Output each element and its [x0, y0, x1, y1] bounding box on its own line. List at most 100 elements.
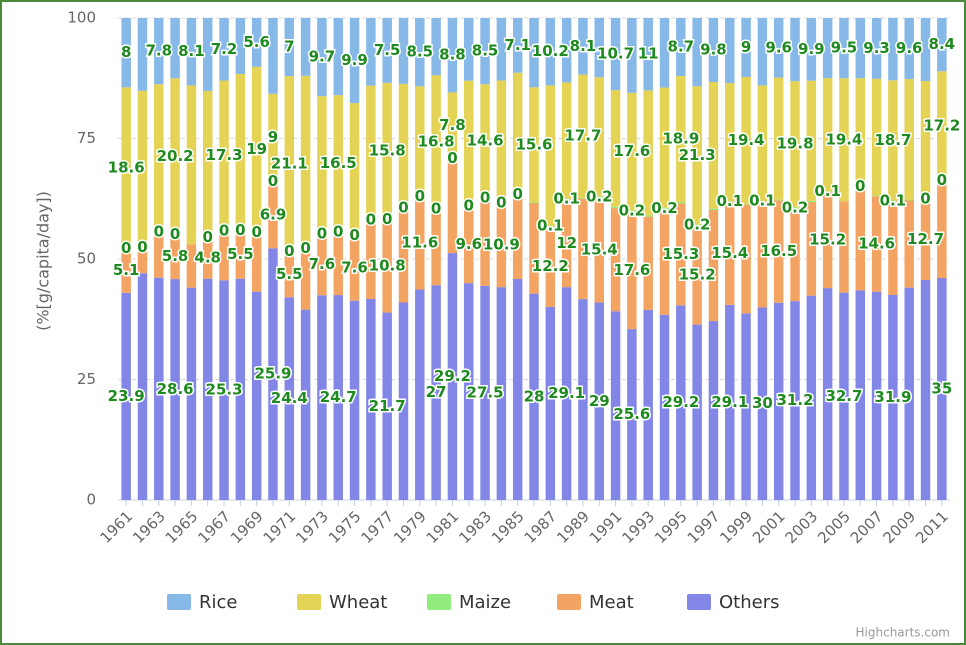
legend-label[interactable]: Rice	[199, 592, 237, 613]
bar-segment	[447, 18, 458, 93]
bar-segment	[366, 85, 376, 220]
bar-segment	[757, 201, 768, 308]
legend-swatch[interactable]	[557, 594, 581, 610]
data-label: 8.8	[439, 46, 466, 64]
bar-segment	[349, 103, 360, 236]
bar-segment	[904, 287, 914, 500]
bar-segment	[480, 285, 490, 500]
bar-segment	[643, 18, 653, 91]
data-label: 9.6	[765, 38, 792, 56]
data-label: 10.2	[532, 42, 569, 60]
legend-swatch[interactable]	[167, 594, 191, 610]
bar-segment	[170, 18, 180, 79]
data-label: 29.1	[711, 393, 748, 411]
bar-segment	[839, 292, 849, 500]
bar-segment	[317, 18, 327, 97]
bar-segment	[121, 87, 131, 249]
data-label: 0	[251, 223, 261, 241]
data-label: 9.9	[798, 40, 825, 58]
data-label: 32.7	[825, 387, 862, 405]
legend-swatch[interactable]	[297, 594, 321, 610]
bar-segment	[594, 196, 604, 198]
data-label: 9.6	[455, 235, 482, 253]
bar-segment	[871, 18, 882, 79]
bar-segment	[757, 85, 768, 201]
bar-segment	[300, 248, 311, 310]
bar-segment	[937, 278, 947, 500]
bar-segment	[708, 82, 719, 209]
bar-segment	[431, 18, 441, 76]
bar-segment	[317, 234, 327, 296]
bar-segment	[790, 207, 800, 209]
data-label: 5.8	[162, 247, 189, 265]
bar-segment	[300, 75, 311, 249]
bar-segment	[692, 324, 702, 500]
data-label: 0	[366, 210, 376, 228]
data-label: 0	[219, 221, 229, 239]
bar-segment	[251, 18, 262, 67]
data-label: 0.2	[586, 188, 613, 206]
data-label: 9.5	[831, 39, 858, 57]
bar-segment	[659, 314, 670, 500]
legend-label[interactable]: Wheat	[329, 592, 387, 613]
data-label: 0	[447, 149, 457, 167]
bar-segment	[822, 78, 833, 192]
bar-segment	[725, 201, 735, 202]
data-label: 35	[931, 380, 952, 398]
data-label: 0.1	[814, 182, 841, 200]
bar-segment	[806, 18, 817, 81]
bar-segment	[529, 87, 539, 203]
bar-segment	[480, 197, 490, 286]
bar-segment	[447, 253, 458, 500]
legend-label[interactable]: Others	[719, 592, 780, 613]
data-label: 29	[589, 392, 610, 410]
bar-segment	[464, 18, 474, 81]
bar-segment	[855, 78, 866, 187]
data-label: 9.3	[863, 39, 890, 57]
data-label: 7.1	[504, 36, 531, 54]
bar-segment	[415, 289, 425, 500]
bar-segment	[235, 278, 246, 500]
bar-segment	[561, 198, 572, 200]
legend-label[interactable]: Maize	[459, 592, 511, 613]
bar-segment	[692, 224, 702, 226]
x-tick-label: 1975	[325, 507, 365, 547]
data-label: 10.7	[597, 45, 634, 63]
bar-segment	[888, 80, 898, 201]
data-label: 0	[415, 187, 425, 205]
data-label: 19	[246, 140, 267, 158]
bar-segment	[578, 18, 588, 75]
bar-segment	[251, 232, 262, 292]
legend-swatch[interactable]	[687, 594, 711, 610]
data-label: 28	[524, 387, 545, 405]
data-label: 9.8	[700, 41, 727, 59]
credits[interactable]: Highcharts.com	[856, 626, 950, 640]
data-label: 5.5	[227, 245, 254, 263]
data-label: 5.5	[276, 265, 303, 283]
bar-segment	[888, 200, 898, 202]
bar-segment	[790, 301, 800, 500]
bar-segment	[447, 158, 458, 254]
data-label: 0	[268, 172, 278, 190]
bar-segment	[594, 302, 604, 500]
bar-segment	[512, 194, 523, 280]
bar-segment	[610, 206, 621, 209]
bar-segment	[855, 290, 866, 500]
legend-swatch[interactable]	[427, 594, 451, 610]
y-tick-label: 0	[86, 491, 96, 509]
bar-segment	[822, 191, 833, 192]
bar-segment	[349, 18, 360, 104]
data-label: 11	[638, 45, 659, 63]
bar-segment	[545, 306, 556, 500]
data-label: 12	[556, 234, 577, 252]
bar-segment	[349, 235, 360, 301]
data-label: 15.4	[581, 241, 618, 259]
data-label: 7.8	[439, 116, 466, 134]
y-axis-title: (%[g/capita/day])	[34, 191, 53, 331]
bar-segment	[937, 18, 947, 72]
bar-segment	[366, 219, 376, 300]
bar-segment	[186, 287, 197, 500]
bar-segment	[235, 230, 246, 279]
legend-label[interactable]: Meat	[589, 592, 634, 613]
